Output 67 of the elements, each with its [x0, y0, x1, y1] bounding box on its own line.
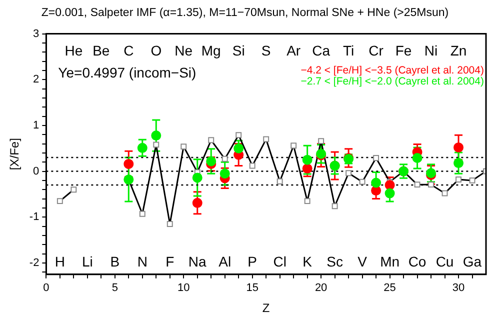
annotation: Si	[232, 42, 245, 59]
annotation: H	[54, 253, 65, 270]
point	[137, 142, 148, 153]
chart-title: Z=0.001, Salpeter IMF (α=1.35), M=11−70Msun, Normal SNe + HNe (>25Msun)	[41, 7, 449, 20]
annotation: Ye=0.4997 (incom−Si)	[58, 64, 196, 81]
point	[454, 142, 464, 152]
annotation: F	[166, 253, 174, 270]
x-tick-label: 15	[246, 282, 258, 294]
point	[192, 198, 202, 208]
x-tick-label: 30	[452, 282, 465, 294]
annotation: N	[137, 253, 148, 270]
annotation: Na	[188, 253, 207, 270]
annotation: Zn	[450, 42, 467, 59]
x-tick-label: 20	[314, 282, 328, 294]
text: −2.7 < [Fe/H] <−2.0 (Cayrel et al. 2004)	[300, 76, 484, 88]
annotation: He	[64, 42, 83, 59]
x-tick-label: 0	[43, 282, 50, 294]
point	[412, 152, 422, 163]
annotation: V	[358, 253, 368, 270]
annotation: Li	[82, 253, 93, 270]
x-tick-label: 25	[384, 282, 396, 294]
annotation: Ni	[424, 42, 438, 59]
point	[384, 188, 395, 198]
x-axis-title: Z	[262, 301, 270, 316]
annotation: Cu	[436, 253, 454, 270]
annotation: Ga	[462, 253, 482, 270]
annotation: Cr	[368, 42, 384, 59]
annotation: Sc	[326, 253, 343, 270]
annotation: K	[302, 253, 313, 270]
point	[302, 154, 312, 165]
point	[206, 156, 216, 166]
annotation: Ti	[342, 42, 354, 59]
point	[454, 158, 464, 168]
text: −4.2 < [Fe/H] <−3.5 (Cayrel et al. 2004)	[300, 64, 484, 77]
annotation: C	[124, 42, 134, 59]
point	[234, 143, 244, 154]
y-axis-title: [X/Fe]	[8, 138, 22, 170]
x-tick-label: 10	[178, 282, 190, 294]
annotation: B	[110, 253, 120, 270]
y-tick-label: -2	[29, 256, 40, 269]
point	[151, 130, 162, 141]
annotation: Be	[92, 42, 110, 59]
point	[124, 174, 134, 185]
y-tick-label: 2	[33, 74, 40, 86]
annotation: Mg	[201, 42, 221, 59]
annotation: Ca	[312, 42, 330, 59]
annotation: Fe	[395, 42, 412, 59]
annotation: S	[261, 42, 271, 59]
point	[124, 158, 134, 169]
annotation: Mn	[380, 253, 400, 270]
x-tick-label: 5	[112, 282, 118, 294]
annotation: Ar	[286, 42, 301, 59]
y-tick-label: -1	[29, 211, 40, 224]
annotation: Cl	[273, 253, 286, 270]
point	[192, 172, 202, 183]
point	[302, 164, 312, 174]
annotation: Al	[218, 253, 232, 270]
point	[220, 168, 230, 179]
y-tick-label: 0	[33, 165, 40, 178]
annotation: O	[150, 42, 162, 59]
point	[384, 180, 395, 190]
y-tick-label: 1	[33, 119, 40, 132]
y-tick-label: 3	[33, 28, 40, 40]
annotation: Ne	[174, 42, 193, 59]
annotation: P	[248, 253, 258, 270]
annotation: Co	[408, 253, 426, 270]
point	[371, 178, 382, 188]
